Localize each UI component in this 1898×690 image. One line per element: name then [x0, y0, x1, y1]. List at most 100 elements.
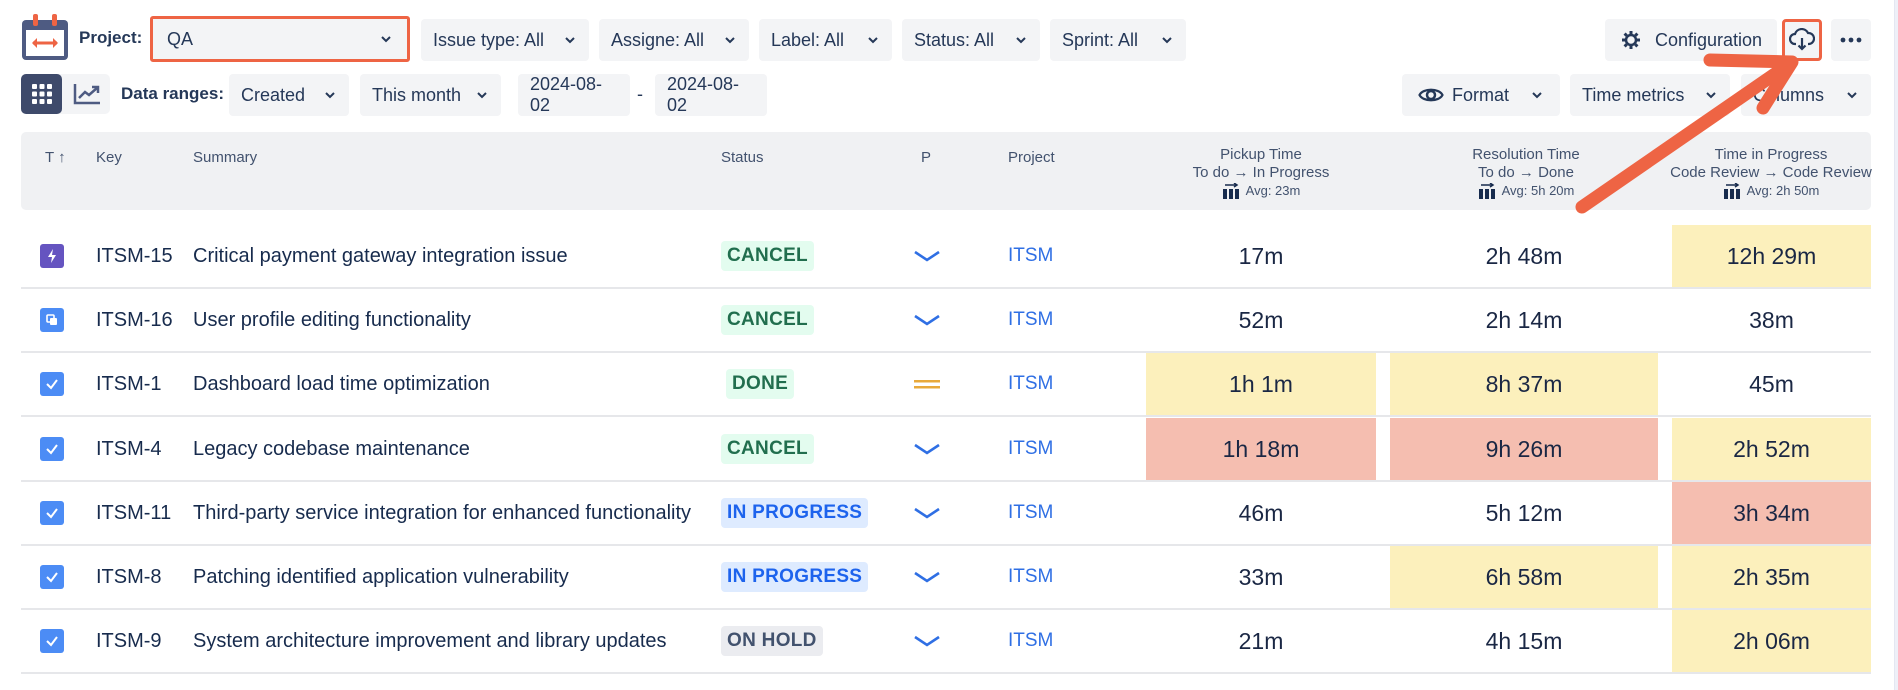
- pickup-time-cell: 52m: [1238, 306, 1284, 333]
- issue-key[interactable]: ITSM-9: [96, 629, 162, 652]
- chevron-down-icon: [723, 33, 737, 47]
- download-button[interactable]: [1782, 19, 1822, 61]
- chevron-down-icon: [1530, 88, 1544, 102]
- project-link[interactable]: ITSM: [1008, 438, 1054, 459]
- issue-key[interactable]: ITSM-16: [96, 308, 173, 331]
- time-in-progress-transition: Code Review → Code Review: [1670, 164, 1872, 181]
- status-badge: ON HOLD: [721, 626, 823, 656]
- issue-summary[interactable]: Patching identified application vulnerab…: [193, 565, 569, 588]
- column-header-pickup-time[interactable]: Pickup Time To do → In Progress Avg: 23m: [1146, 146, 1376, 200]
- issue-summary[interactable]: Legacy codebase maintenance: [193, 437, 470, 460]
- columns-button[interactable]: Columns: [1741, 74, 1871, 116]
- status-badge: CANCEL: [721, 434, 814, 464]
- grid-view-button[interactable]: [21, 74, 62, 114]
- cloud-download-icon: [1789, 28, 1815, 52]
- issue-key[interactable]: ITSM-4: [96, 437, 162, 460]
- resolution-time-title: Resolution Time: [1472, 146, 1580, 163]
- table-row[interactable]: ITSM-9 System architecture improvement a…: [21, 610, 1871, 674]
- pickup-time-avg: Avg: 23m: [1245, 183, 1301, 198]
- project-link[interactable]: ITSM: [1008, 566, 1054, 587]
- table-row[interactable]: ITSM-8 Patching identified application v…: [21, 546, 1871, 610]
- time-in-progress-cell: 12h 29m: [1672, 225, 1871, 287]
- column-header-priority[interactable]: P: [921, 149, 932, 166]
- more-options-button[interactable]: [1831, 19, 1871, 61]
- priority-low-chevron-icon: [913, 442, 941, 456]
- time-metrics-button[interactable]: Time metrics: [1570, 74, 1730, 116]
- resolution-time-cell: 6h 58m: [1390, 546, 1658, 608]
- pickup-time-transition: To do → In Progress: [1192, 164, 1330, 181]
- period-select[interactable]: This month: [360, 74, 501, 116]
- project-link[interactable]: ITSM: [1008, 373, 1054, 394]
- table-row[interactable]: ITSM-1 Dashboard load time optimization …: [21, 353, 1871, 417]
- chevron-down-icon: [1845, 88, 1859, 102]
- chevron-down-icon: [475, 88, 489, 102]
- period-value: This month: [372, 84, 462, 105]
- app-logo-calendar-icon: [20, 12, 70, 62]
- priority-low-chevron-icon: [913, 506, 941, 520]
- project-link[interactable]: ITSM: [1008, 502, 1054, 523]
- time-in-progress-cell: 2h 06m: [1672, 610, 1871, 672]
- status-badge: DONE: [726, 369, 795, 399]
- project-link[interactable]: ITSM: [1008, 630, 1054, 651]
- time-in-progress-cell: 45m: [1749, 370, 1794, 397]
- date-from-input[interactable]: 2024-08-02: [518, 74, 630, 116]
- issue-type-filter[interactable]: Issue type: All: [421, 19, 589, 61]
- label-filter[interactable]: Label: All: [759, 19, 892, 61]
- project-select[interactable]: QA: [150, 16, 410, 62]
- resolution-time-cell: 4h 15m: [1485, 627, 1563, 654]
- pickup-time-cell: 1h 1m: [1146, 353, 1376, 415]
- project-link[interactable]: ITSM: [1008, 245, 1054, 266]
- project-link[interactable]: ITSM: [1008, 309, 1054, 330]
- table-row[interactable]: ITSM-16 User profile editing functionali…: [21, 289, 1871, 353]
- priority-low-chevron-icon: [913, 634, 941, 648]
- time-metrics-label: Time metrics: [1582, 84, 1685, 105]
- issue-key[interactable]: ITSM-1: [96, 372, 162, 395]
- column-header-type[interactable]: T ↑: [45, 149, 66, 166]
- chart-view-button[interactable]: [66, 74, 108, 114]
- status-badge: CANCEL: [721, 241, 814, 271]
- column-header-project[interactable]: Project: [1008, 149, 1055, 166]
- task-checkbox-icon: [40, 565, 64, 589]
- avg-columns-icon: [1222, 183, 1240, 199]
- date-field-select[interactable]: Created: [229, 74, 349, 116]
- issue-key[interactable]: ITSM-11: [96, 501, 172, 524]
- column-header-key[interactable]: Key: [96, 149, 122, 166]
- table-row[interactable]: ITSM-4 Legacy codebase maintenance CANCE…: [21, 418, 1871, 482]
- resolution-time-cell: 8h 37m: [1390, 353, 1658, 415]
- date-from-value: 2024-08-02: [530, 74, 603, 115]
- sprint-filter-label: Sprint: All: [1062, 29, 1139, 50]
- table-row[interactable]: ITSM-11 Third-party service integration …: [21, 482, 1871, 546]
- issue-summary[interactable]: Dashboard load time optimization: [193, 372, 490, 395]
- chevron-down-icon: [1160, 33, 1174, 47]
- column-header-resolution-time[interactable]: Resolution Time To do → Done Avg: 5h 20m: [1396, 146, 1656, 200]
- resolution-time-cell: 9h 26m: [1390, 418, 1658, 480]
- chevron-down-icon: [866, 33, 880, 47]
- resolution-time-avg: Avg: 5h 20m: [1501, 183, 1575, 198]
- configuration-label: Configuration: [1655, 29, 1763, 50]
- more-horizontal-icon: [1840, 37, 1862, 43]
- time-in-progress-title: Time in Progress: [1714, 146, 1828, 163]
- assignee-filter-label: Assigne: All: [611, 29, 705, 50]
- sprint-filter[interactable]: Sprint: All: [1050, 19, 1186, 61]
- format-button[interactable]: Format: [1402, 74, 1560, 116]
- resolution-time-cell: 5h 12m: [1485, 499, 1563, 526]
- time-in-progress-avg: Avg: 2h 50m: [1746, 183, 1820, 198]
- column-header-time-in-progress[interactable]: Time in Progress Code Review → Code Revi…: [1666, 146, 1876, 200]
- status-badge: CANCEL: [721, 305, 814, 335]
- status-filter[interactable]: Status: All: [902, 19, 1040, 61]
- issue-summary[interactable]: System architecture improvement and libr…: [193, 629, 667, 652]
- configuration-button[interactable]: Configuration: [1605, 19, 1777, 61]
- table-row[interactable]: ITSM-15 Critical payment gateway integra…: [21, 225, 1871, 289]
- issue-summary[interactable]: Critical payment gateway integration iss…: [193, 244, 568, 267]
- column-header-status[interactable]: Status: [721, 149, 764, 166]
- chevron-down-icon: [1704, 88, 1718, 102]
- column-header-summary[interactable]: Summary: [193, 149, 258, 166]
- issue-key[interactable]: ITSM-8: [96, 565, 162, 588]
- issue-summary[interactable]: User profile editing functionality: [193, 308, 471, 331]
- assignee-filter[interactable]: Assigne: All: [599, 19, 749, 61]
- table-header: T ↑ Key Summary Status P Project Pickup …: [21, 132, 1872, 210]
- issue-summary[interactable]: Third-party service integration for enha…: [193, 501, 692, 524]
- issue-key[interactable]: ITSM-15: [96, 244, 173, 267]
- resolution-time-cell: 2h 48m: [1485, 242, 1563, 269]
- date-to-input[interactable]: 2024-08-02: [655, 74, 767, 116]
